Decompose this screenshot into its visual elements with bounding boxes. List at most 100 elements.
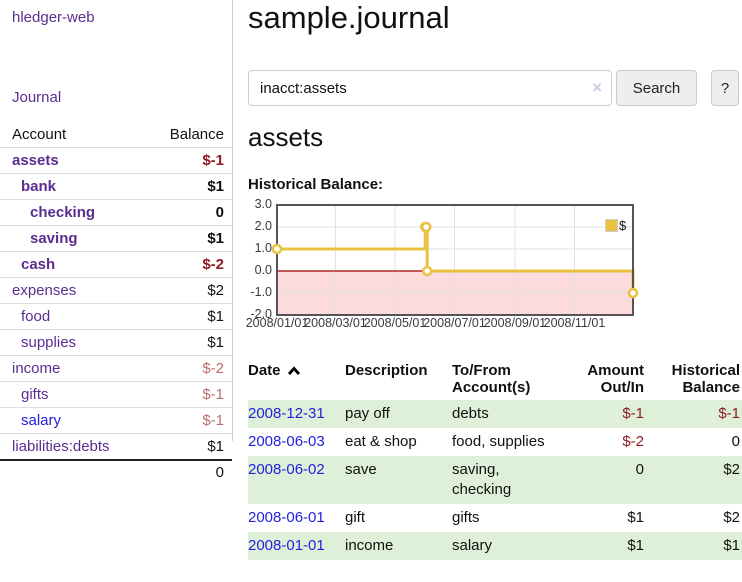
register-row: 2008-06-01 gift gifts $1 $2	[248, 504, 742, 532]
register-table: Date Description To/From Account(s) Amou…	[248, 360, 742, 560]
account-balance: 0	[142, 199, 232, 226]
y-axis-tick: -2.0	[250, 307, 272, 321]
transaction-amount: $1	[627, 509, 644, 526]
account-link[interactable]: food	[21, 308, 51, 325]
register-header-date[interactable]: Date	[248, 360, 345, 400]
account-row: expenses $2	[0, 277, 232, 304]
transaction-description: gift	[345, 509, 366, 526]
chart-heading: Historical Balance:	[248, 176, 384, 193]
transaction-description: save	[345, 456, 452, 504]
transaction-date-link[interactable]: 2008-06-02	[248, 461, 325, 478]
account-link[interactable]: bank	[21, 178, 57, 195]
search-form: × Search ?	[248, 70, 742, 106]
account-link[interactable]: checking	[30, 204, 96, 221]
account-balance: $2	[142, 277, 232, 304]
account-link[interactable]: saving	[30, 230, 78, 247]
account-row: checking 0	[0, 199, 232, 226]
account-row: salary $-1	[0, 407, 232, 434]
account-balance: $-1	[142, 407, 232, 434]
x-axis-tick: 2008/07/01	[423, 316, 486, 330]
transaction-accounts: salary	[452, 532, 564, 560]
account-balance: $-2	[142, 251, 232, 278]
transaction-accounts: saving, checking	[452, 456, 564, 504]
account-row: liabilities:debts $1	[0, 433, 232, 461]
account-balance: $1	[142, 173, 232, 200]
transaction-accounts: food, supplies	[452, 433, 545, 450]
sidebar-item-journal[interactable]: Journal	[12, 89, 62, 106]
transaction-description: eat & shop	[345, 433, 417, 450]
accounts-total-row: 0	[0, 460, 232, 485]
account-link[interactable]: income	[12, 360, 61, 377]
sidebar: hledger-web Journal Account Balance asse…	[0, 0, 233, 481]
transaction-date-link[interactable]: 2008-12-31	[248, 405, 325, 422]
account-balance: $1	[142, 225, 232, 252]
transaction-amount: 0	[564, 456, 646, 504]
transaction-date-link[interactable]: 2008-06-03	[248, 433, 325, 450]
app-brand-link[interactable]: hledger-web	[12, 9, 95, 26]
search-input[interactable]	[248, 70, 612, 106]
accounts-table: Account Balance assets $-1 bank $1 checking 0…	[0, 122, 232, 485]
account-link[interactable]: salary	[21, 412, 62, 429]
account-row: income $-2	[0, 355, 232, 382]
account-row: food $1	[0, 303, 232, 330]
transaction-balance: $-1	[646, 400, 742, 428]
legend-label: $	[619, 218, 627, 233]
account-link[interactable]: cash	[21, 256, 56, 273]
y-axis-tick: -1.0	[250, 285, 272, 299]
transaction-date-link[interactable]: 2008-01-01	[248, 537, 325, 554]
register-header-balance: Historical Balance	[671, 362, 740, 396]
account-balance: $1	[142, 303, 232, 330]
account-row: saving $1	[0, 225, 232, 252]
accounts-header-balance: Balance	[142, 122, 232, 148]
register-header-description: Description	[345, 362, 428, 379]
transaction-description: pay off	[345, 400, 452, 428]
y-axis-tick: 0.0	[254, 263, 272, 277]
account-link[interactable]: liabilities:debts	[12, 438, 110, 455]
x-axis-tick: 2008/11/01	[543, 316, 606, 330]
transaction-accounts: debts	[452, 400, 564, 428]
clear-search-icon[interactable]: ×	[592, 78, 602, 97]
transaction-amount: $1	[564, 532, 646, 560]
legend-swatch-icon	[605, 219, 618, 232]
x-axis-tick: 2008/01/01	[245, 316, 309, 330]
register-header-accounts: To/From Account(s)	[452, 362, 531, 396]
transaction-accounts: gifts	[452, 509, 480, 526]
search-button[interactable]: Search	[616, 70, 697, 106]
register-tbody: 2008-12-31 pay off debts $-1 $-1 2008-06-03 ea…	[248, 400, 742, 560]
transaction-description: income	[345, 532, 452, 560]
chart-legend: $	[605, 218, 626, 233]
transaction-date-link[interactable]: 2008-06-01	[248, 509, 325, 526]
help-button[interactable]: ?	[711, 70, 739, 106]
account-link[interactable]: gifts	[21, 386, 49, 403]
account-row: assets $-1	[0, 148, 232, 174]
x-axis-tick: 2008/09/01	[483, 316, 547, 330]
y-axis-tick: 1.0	[254, 241, 272, 255]
transaction-balance: $2	[646, 456, 742, 504]
y-axis-tick: 3.0	[254, 197, 272, 211]
account-balance: $1	[142, 433, 232, 461]
accounts-total: 0	[215, 464, 224, 481]
y-axis-tick: 2.0	[254, 219, 272, 233]
account-balance: $-2	[142, 355, 232, 382]
account-balance: $-1	[202, 152, 224, 169]
transaction-amount: $-2	[622, 433, 644, 450]
register-header-amount: Amount Out/In	[587, 362, 644, 396]
register-row: 2008-12-31 pay off debts $-1 $-1	[248, 400, 742, 428]
account-link[interactable]: assets	[12, 152, 59, 169]
accounts-header-account: Account	[0, 122, 143, 148]
account-balance: $1	[142, 329, 232, 356]
transaction-balance: $2	[723, 509, 740, 526]
account-link[interactable]: supplies	[21, 334, 77, 351]
account-balance: $-1	[142, 381, 232, 408]
accounts-tbody: assets $-1 bank $1 checking 0 saving $1 cash $-2 e…	[0, 148, 232, 486]
transaction-balance: $1	[646, 532, 742, 560]
x-axis-tick: 2008/05/01	[363, 316, 427, 330]
sort-ascending-icon	[287, 366, 300, 375]
chart-plot	[271, 204, 639, 316]
account-row: supplies $1	[0, 329, 232, 356]
account-heading: assets	[248, 122, 324, 152]
account-link[interactable]: expenses	[12, 282, 77, 299]
register-row: 2008-06-02 save saving, checking 0 $2	[248, 456, 742, 504]
account-row: gifts $-1	[0, 381, 232, 408]
register-row: 2008-01-01 income salary $1 $1	[248, 532, 742, 560]
